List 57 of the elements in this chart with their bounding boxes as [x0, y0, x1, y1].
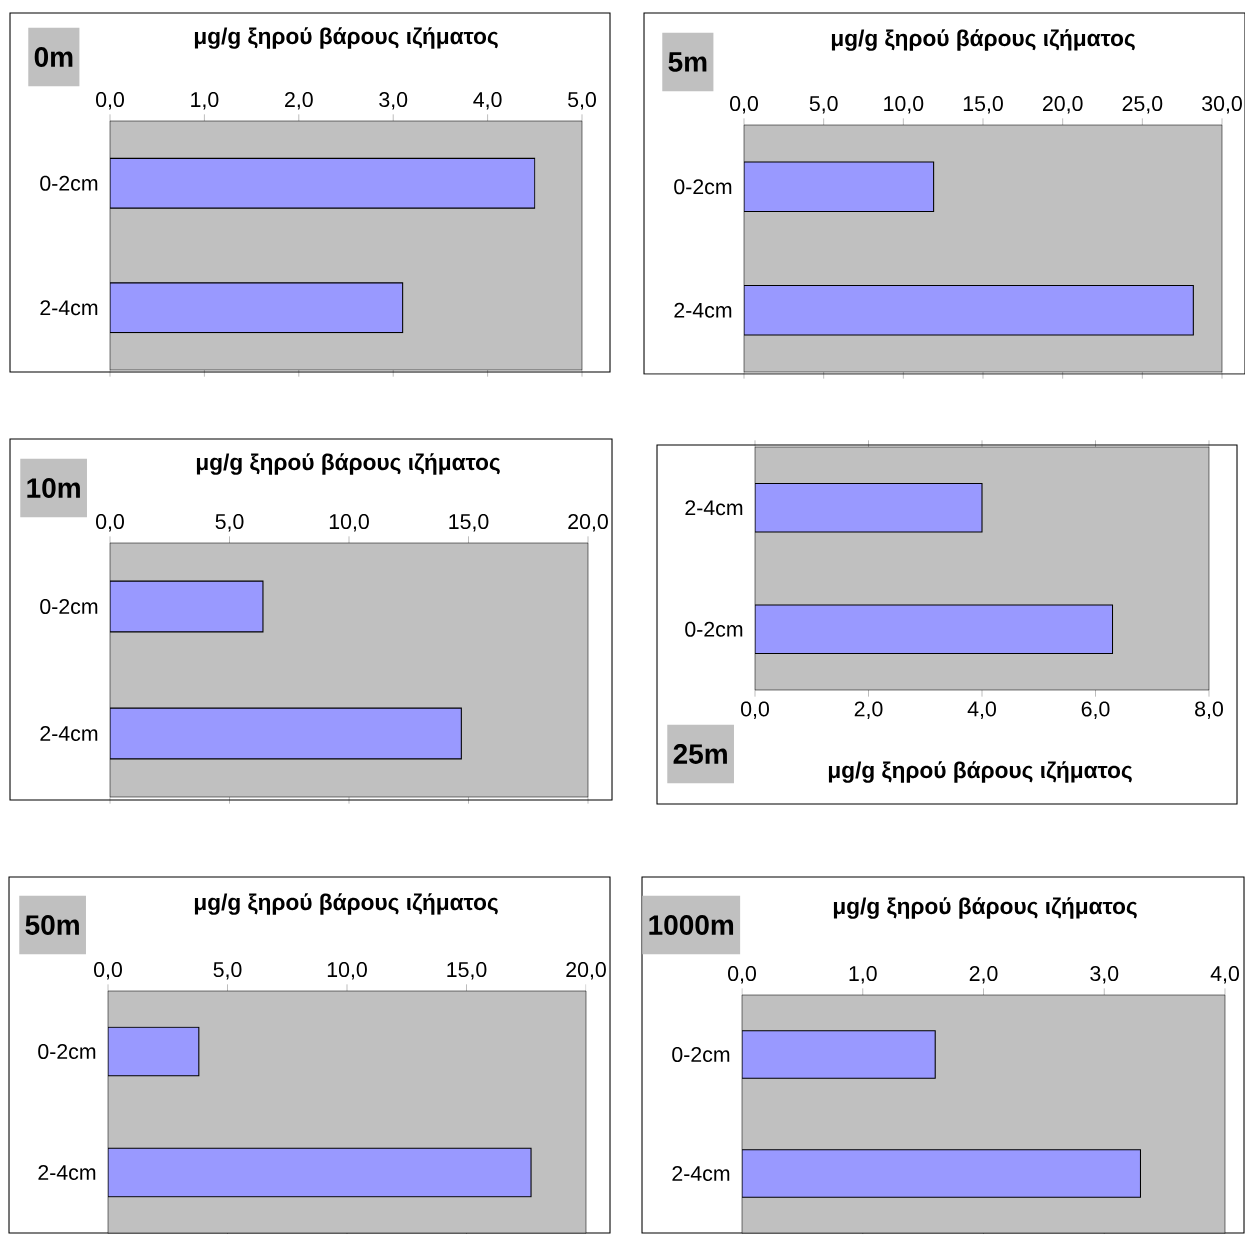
- x-tick-label: 10,0: [884, 96, 924, 114]
- x-axis-title: μg/g ξηρού βάρους ιζήματος: [194, 27, 498, 49]
- x-tick-label: 15,0: [447, 962, 487, 980]
- chart-title: 10m: [27, 478, 80, 498]
- x-tick-label: 1,0: [849, 966, 877, 984]
- x-tick-label: 15,0: [449, 514, 489, 532]
- x-tick-label: 0,0: [96, 514, 124, 532]
- y-tick-label: 0-2cm: [38, 1043, 96, 1060]
- x-tick-label: 10,0: [329, 514, 369, 532]
- x-axis-title: μg/g ξηρού βάρους ιζήματος: [833, 897, 1137, 919]
- x-tick-label: 0,0: [728, 966, 756, 984]
- x-tick-label: 1,0: [191, 92, 219, 110]
- x-tick-label: 5,0: [215, 514, 244, 532]
- x-tick-label: 2,0: [285, 92, 313, 110]
- x-tick-label: 0,0: [741, 701, 769, 719]
- x-tick-label: 5,0: [809, 96, 838, 114]
- x-axis-title: μg/g ξηρού βάρους ιζήματος: [196, 453, 500, 475]
- y-tick-label: 2-4cm: [40, 300, 98, 316]
- x-axis-title: μg/g ξηρού βάρους ιζήματος: [828, 761, 1132, 783]
- x-tick-label: 3,0: [379, 92, 408, 110]
- y-tick-label: 2-4cm: [40, 725, 98, 742]
- x-tick-label: 2,0: [969, 966, 998, 984]
- y-tick-label: 0-2cm: [40, 175, 98, 191]
- y-tick-label: 2-4cm: [674, 302, 732, 318]
- x-tick-label: 4,0: [1210, 966, 1239, 984]
- x-tick-label: 20,0: [1042, 96, 1083, 114]
- y-tick-label: 0-2cm: [685, 621, 743, 637]
- x-tick-label: 0,0: [730, 96, 758, 114]
- x-axis-title: μg/g ξηρού βάρους ιζήματος: [831, 29, 1135, 51]
- x-tick-label: 25,0: [1122, 96, 1163, 114]
- text: 25m: [673, 744, 727, 764]
- x-tick-label: 0,0: [94, 962, 122, 980]
- x-tick-label: 5,0: [568, 92, 596, 110]
- chart-title: 1000m: [649, 915, 734, 935]
- y-tick-label: 0-2cm: [672, 1046, 730, 1063]
- x-tick-label: 15,0: [963, 96, 1003, 114]
- y-tick-label: 2-4cm: [685, 500, 743, 516]
- x-tick-label: 10,0: [327, 962, 367, 980]
- y-tick-label: 0-2cm: [674, 179, 732, 195]
- x-tick-label: 5,0: [213, 962, 242, 980]
- x-tick-label: 8,0: [1195, 701, 1223, 719]
- x-tick-label: 2,0: [854, 701, 883, 719]
- x-tick-label: 20,0: [566, 962, 606, 980]
- chart-title: 0m: [34, 47, 73, 67]
- x-tick-label: 4,0: [473, 92, 502, 110]
- y-tick-label: 0-2cm: [40, 598, 98, 615]
- y-tick-label: 2-4cm: [672, 1165, 730, 1182]
- x-tick-label: 0,0: [96, 92, 124, 110]
- x-tick-label: 3,0: [1090, 966, 1119, 984]
- x-tick-label: 20,0: [568, 514, 608, 532]
- x-tick-label: 6,0: [1081, 701, 1110, 719]
- x-tick-label: 30,0: [1202, 96, 1242, 114]
- chart-title: 50m: [25, 915, 79, 935]
- x-tick-label: 4,0: [967, 701, 996, 719]
- x-axis-title: μg/g ξηρού βάρους ιζήματος: [194, 893, 498, 915]
- y-tick-label: 2-4cm: [38, 1164, 96, 1181]
- chart-title: 5m: [668, 52, 707, 72]
